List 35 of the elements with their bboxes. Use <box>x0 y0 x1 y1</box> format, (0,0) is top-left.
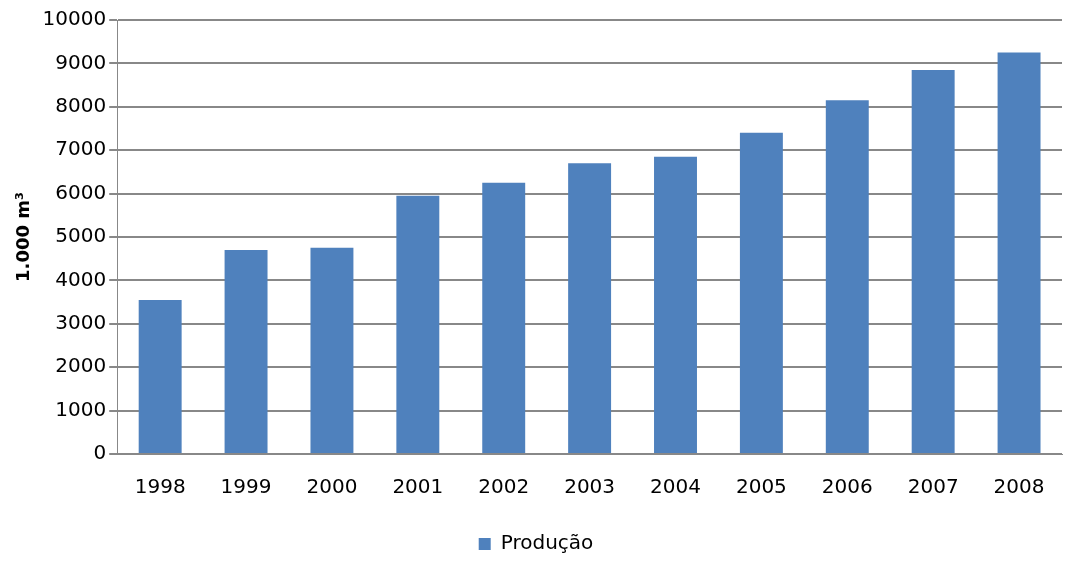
y-tick-label: 9000 <box>55 49 107 74</box>
bar <box>482 182 526 453</box>
bar <box>224 250 268 453</box>
bar <box>138 299 182 453</box>
x-tick-label: 2006 <box>821 474 873 499</box>
x-tick-label: 2008 <box>993 474 1045 499</box>
bar <box>654 156 697 453</box>
y-tick-label: 1000 <box>55 396 107 421</box>
x-tick-label: 2002 <box>478 474 530 499</box>
y-tick-label: 4000 <box>55 266 107 291</box>
x-tick-label: 2001 <box>392 474 444 499</box>
x-tick-label: 2007 <box>907 474 959 499</box>
y-tick-label: 0 <box>93 440 107 465</box>
y-tick-label: 8000 <box>55 93 107 117</box>
y-axis-title: 1.000 m³ <box>12 192 34 282</box>
x-tick-label: 1998 <box>134 474 186 499</box>
bar <box>568 163 612 453</box>
bar <box>911 69 955 453</box>
legend-label: Produção <box>500 530 594 555</box>
x-tick-label: 2005 <box>735 474 787 499</box>
y-tick-label: 3000 <box>55 310 107 334</box>
y-tick-label: 7000 <box>55 136 107 161</box>
x-tick-label: 2003 <box>564 474 616 499</box>
y-tick-label: 5000 <box>55 223 107 248</box>
bar <box>396 195 440 453</box>
x-tick-label: 2000 <box>306 474 358 499</box>
y-tick-label: 2000 <box>55 353 107 378</box>
y-tick-label: 6000 <box>55 179 107 204</box>
x-tick-label: 1999 <box>220 474 272 499</box>
y-tick-label: 10000 <box>42 6 107 31</box>
bar <box>997 52 1041 453</box>
bar <box>825 100 869 453</box>
x-tick-label: 2004 <box>650 474 701 499</box>
bar <box>739 132 783 453</box>
bar <box>310 247 354 453</box>
